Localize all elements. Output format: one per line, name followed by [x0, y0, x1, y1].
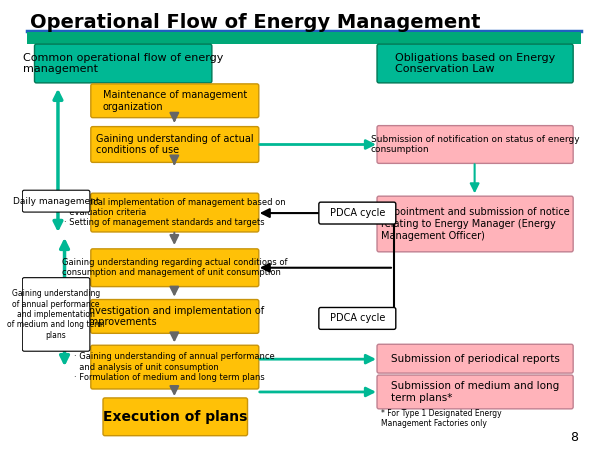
FancyBboxPatch shape [27, 32, 581, 44]
Text: · Practical implementation of management based on
  evaluation criteria
· Settin: · Practical implementation of management… [64, 198, 286, 228]
Text: 8: 8 [570, 431, 578, 444]
Text: Obligations based on Energy
Conservation Law: Obligations based on Energy Conservation… [395, 53, 555, 74]
FancyBboxPatch shape [377, 196, 573, 252]
Text: Investigation and implementation of
improvements: Investigation and implementation of impr… [86, 306, 264, 327]
Text: Operational Flow of Energy Management: Operational Flow of Energy Management [30, 14, 481, 32]
FancyBboxPatch shape [35, 44, 212, 83]
Text: · Gaining understanding of annual performance
  and analysis of unit consumption: · Gaining understanding of annual perfor… [74, 352, 275, 382]
Text: Maintenance of management
organization: Maintenance of management organization [103, 90, 247, 112]
FancyBboxPatch shape [319, 202, 396, 224]
Text: * For Type 1 Designated Energy
Management Factories only: * For Type 1 Designated Energy Managemen… [381, 409, 502, 428]
FancyBboxPatch shape [319, 307, 396, 329]
Text: Submission of notification on status of energy
consumption: Submission of notification on status of … [371, 135, 580, 154]
FancyBboxPatch shape [91, 84, 259, 117]
FancyBboxPatch shape [377, 375, 573, 409]
Text: Gaining understanding
of annual performance
and implementation
of medium and lon: Gaining understanding of annual performa… [7, 289, 105, 340]
FancyBboxPatch shape [22, 190, 90, 212]
FancyBboxPatch shape [377, 344, 573, 373]
Text: Submission of medium and long
term plans*: Submission of medium and long term plans… [391, 381, 559, 403]
FancyBboxPatch shape [91, 193, 259, 232]
FancyBboxPatch shape [91, 126, 259, 162]
Text: Gaining understanding of actual
conditions of use: Gaining understanding of actual conditio… [96, 134, 254, 155]
Text: Appointment and submission of notice
relating to Energy Manager (Energy
Manageme: Appointment and submission of notice rel… [381, 207, 569, 241]
Text: PDCA cycle: PDCA cycle [329, 313, 385, 324]
FancyBboxPatch shape [91, 300, 259, 333]
FancyBboxPatch shape [91, 345, 259, 389]
FancyBboxPatch shape [91, 249, 259, 287]
Text: Common operational flow of energy
management: Common operational flow of energy manage… [23, 53, 223, 74]
FancyBboxPatch shape [103, 398, 248, 436]
Text: PDCA cycle: PDCA cycle [329, 208, 385, 218]
Text: Gaining understanding regarding actual conditions of
consumption and management : Gaining understanding regarding actual c… [62, 258, 287, 278]
FancyBboxPatch shape [22, 278, 90, 351]
Text: Submission of periodical reports: Submission of periodical reports [391, 354, 560, 364]
Text: Daily management: Daily management [13, 197, 100, 206]
FancyBboxPatch shape [377, 126, 573, 163]
Text: Execution of plans: Execution of plans [103, 410, 247, 424]
FancyBboxPatch shape [377, 44, 573, 83]
